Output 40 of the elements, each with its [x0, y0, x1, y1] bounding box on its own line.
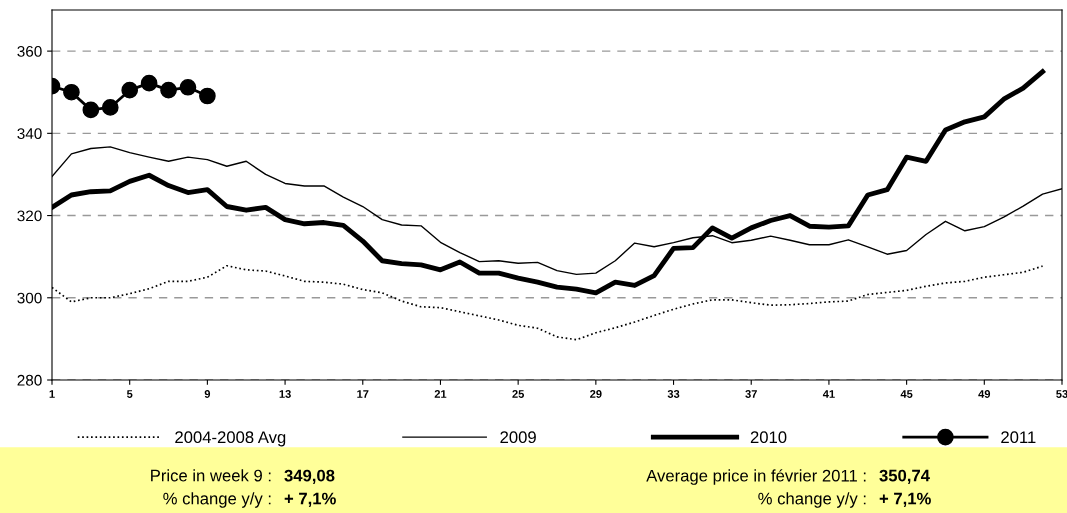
y-tick-label: 300	[17, 292, 42, 304]
text: + 7,1%	[284, 492, 336, 507]
legend-label: 2009	[500, 431, 536, 444]
legend-label: 2011	[1001, 431, 1036, 444]
point	[63, 83, 80, 101]
legend-label: 2010	[750, 431, 787, 444]
x-tick-label: 25	[512, 390, 525, 398]
x-tick-label: 13	[279, 390, 291, 398]
y-tick-label: 340	[17, 128, 42, 140]
y-tick-label: 360	[17, 45, 42, 57]
y-tick-label: 280	[17, 374, 42, 386]
x-tick-label: 41	[822, 390, 835, 398]
point	[82, 101, 100, 119]
point	[121, 81, 139, 99]
x-tick-label: 33	[667, 390, 680, 398]
point	[160, 81, 177, 99]
x-tick-label: 29	[590, 390, 602, 398]
x-tick-label: 37	[745, 390, 757, 398]
point	[179, 78, 197, 96]
x-tick-label: 45	[900, 390, 913, 398]
point	[101, 99, 119, 116]
x-tick-label: 21	[434, 390, 447, 398]
text: % change y/y :	[758, 492, 866, 508]
text: + 7,1%	[879, 492, 931, 507]
x-tick-label: 17	[357, 390, 369, 398]
x-tick-label: 1	[49, 390, 55, 398]
x-tick-label: 9	[204, 390, 211, 398]
x-tick-label: 49	[978, 390, 991, 398]
point	[199, 87, 216, 105]
text: % change y/y :	[163, 492, 271, 508]
y-tick-label: 320	[17, 210, 42, 222]
text: Price in week 9 :	[151, 469, 271, 482]
x-tick-label: 53	[1056, 390, 1067, 398]
line-series	[52, 264, 1044, 341]
text: Average price in février 2011 :	[646, 469, 866, 485]
text: 350,74	[879, 469, 930, 484]
legend-label: 2004-2008 Avg	[175, 431, 286, 447]
x-tick-label: 5	[126, 390, 133, 398]
text: 349,08	[284, 469, 335, 484]
point	[140, 74, 158, 92]
